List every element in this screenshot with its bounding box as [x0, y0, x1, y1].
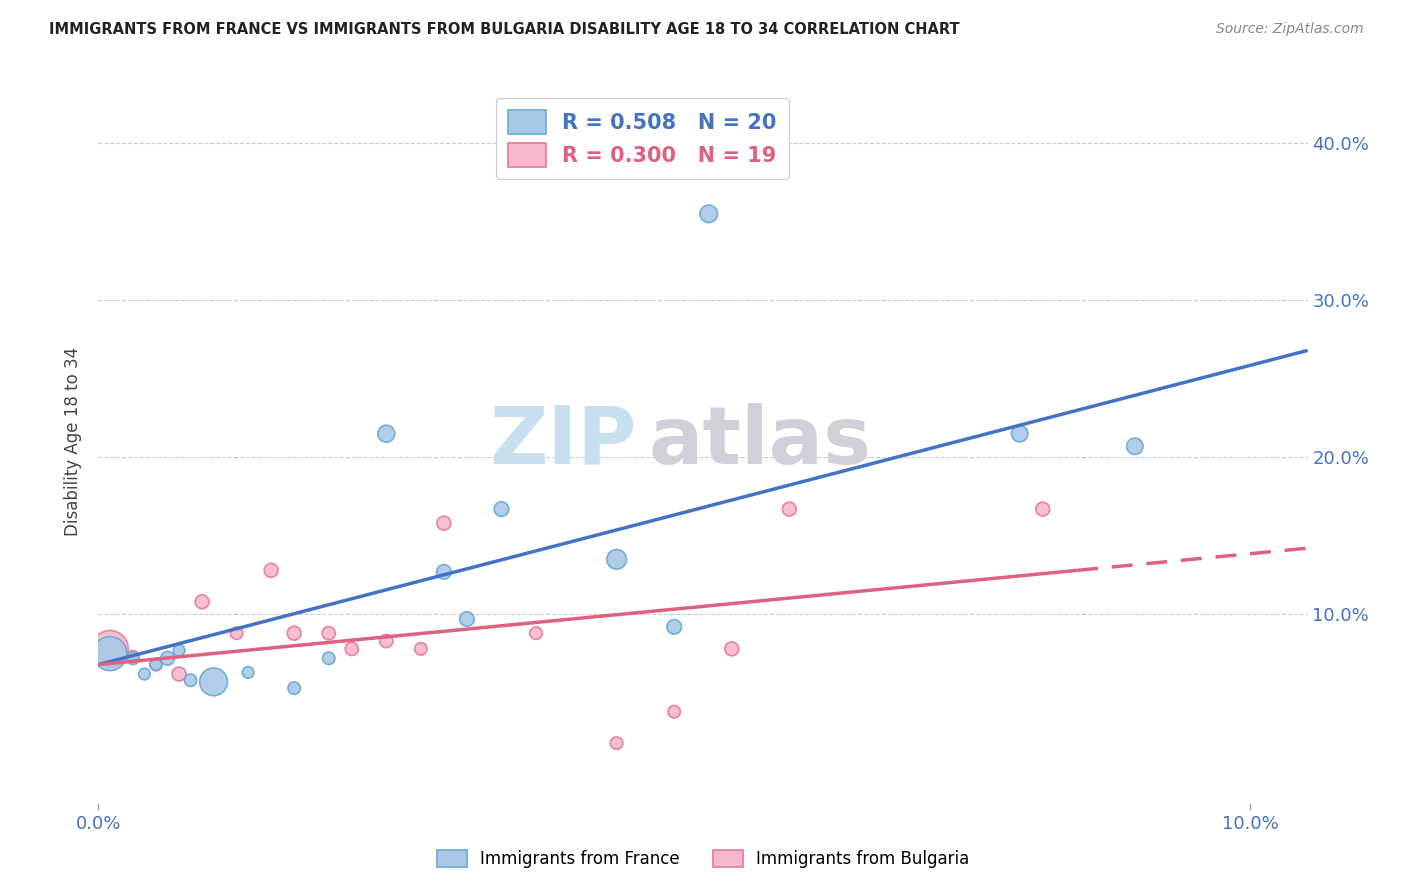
Point [122, 649, 145, 664]
Point [664, 620, 686, 634]
Point [225, 626, 247, 640]
Point [202, 674, 225, 689]
Point [167, 643, 190, 657]
Point [1032, 502, 1054, 516]
Point [720, 641, 742, 656]
Point [260, 563, 283, 577]
Point [664, 705, 686, 719]
Point [340, 641, 363, 656]
Point [145, 657, 167, 672]
Point [778, 502, 800, 516]
Point [409, 641, 432, 656]
Text: IMMIGRANTS FROM FRANCE VS IMMIGRANTS FROM BULGARIA DISABILITY AGE 18 TO 34 CORRE: IMMIGRANTS FROM FRANCE VS IMMIGRANTS FRO… [49, 22, 960, 37]
Text: atlas: atlas [648, 402, 872, 481]
Text: Source: ZipAtlas.com: Source: ZipAtlas.com [1216, 22, 1364, 37]
Point [433, 565, 456, 579]
Point [236, 665, 259, 680]
Point [318, 626, 340, 640]
Point [283, 626, 305, 640]
Text: ZIP: ZIP [489, 402, 637, 481]
Point [167, 667, 190, 681]
Y-axis label: Disability Age 18 to 34: Disability Age 18 to 34 [65, 347, 83, 536]
Point [697, 207, 720, 221]
Point [145, 657, 167, 672]
Point [1008, 426, 1031, 441]
Point [98, 641, 121, 656]
Point [318, 651, 340, 665]
Legend: R = 0.508   N = 20, R = 0.300   N = 19: R = 0.508 N = 20, R = 0.300 N = 19 [496, 98, 789, 179]
Point [606, 552, 628, 566]
Point [491, 502, 513, 516]
Point [375, 634, 398, 648]
Point [524, 626, 547, 640]
Point [433, 516, 456, 531]
Legend: Immigrants from France, Immigrants from Bulgaria: Immigrants from France, Immigrants from … [430, 843, 976, 875]
Point [191, 595, 214, 609]
Point [98, 647, 121, 661]
Point [180, 673, 202, 688]
Point [122, 651, 145, 665]
Point [606, 736, 628, 750]
Point [456, 612, 478, 626]
Point [156, 651, 179, 665]
Point [1123, 439, 1146, 453]
Point [375, 426, 398, 441]
Point [283, 681, 305, 695]
Point [134, 667, 156, 681]
